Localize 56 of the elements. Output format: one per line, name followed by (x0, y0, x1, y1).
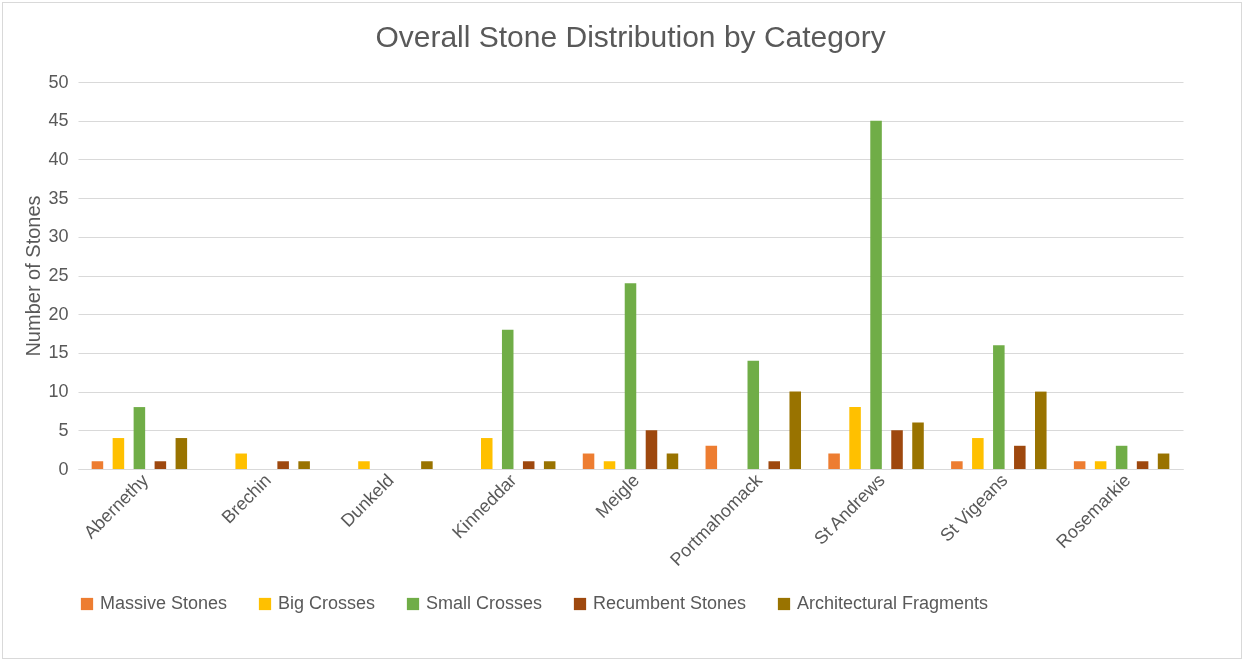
bar (972, 438, 984, 469)
bar (951, 461, 963, 469)
bar (543, 461, 556, 469)
bar (747, 360, 760, 469)
bar (993, 345, 1005, 469)
legend-label: Small Crosses (426, 593, 543, 613)
bar (828, 453, 840, 469)
bar (870, 120, 882, 469)
y-tick-label: 35 (48, 187, 69, 208)
bar (277, 461, 289, 469)
legend-label: Massive Stones (100, 593, 228, 613)
bar (849, 407, 861, 469)
bar (480, 438, 493, 469)
bar (1157, 453, 1170, 469)
bar (705, 445, 718, 469)
bar (645, 430, 658, 469)
bar (112, 438, 125, 469)
bar (891, 430, 903, 469)
legend-label: Recumbent Stones (593, 593, 747, 613)
bar (175, 438, 188, 469)
y-tick-label: 10 (48, 381, 69, 402)
legend-label: Big Crosses (278, 593, 376, 613)
y-tick-label: 20 (48, 303, 69, 324)
bar (358, 461, 370, 469)
bar (421, 461, 433, 469)
bar (624, 283, 637, 469)
bar (582, 453, 595, 469)
y-tick-label: 25 (48, 265, 69, 285)
y-tick-label: 30 (48, 226, 69, 247)
y-tick-label: 40 (48, 148, 69, 169)
bar (666, 453, 679, 469)
y-tick-label: 45 (48, 110, 69, 131)
bar (912, 422, 924, 469)
bar (298, 461, 310, 469)
bar (1035, 391, 1047, 469)
y-axis-title: Number of Stones (22, 195, 45, 357)
bar (154, 461, 167, 469)
legend-label: Architectural Fragments (797, 593, 989, 613)
bar (133, 407, 146, 469)
bar (768, 461, 781, 469)
bar (235, 453, 247, 469)
y-tick-label: 0 (58, 458, 69, 479)
bar (1094, 461, 1107, 469)
y-tick-label: 50 (48, 71, 69, 92)
bar (603, 461, 616, 469)
y-tick-label: 5 (58, 419, 69, 440)
bar (91, 461, 104, 469)
bar (522, 461, 535, 469)
bar (1073, 461, 1086, 469)
bar (1115, 445, 1128, 469)
bar (501, 329, 514, 469)
y-tick-label: 15 (48, 342, 69, 363)
bar (1014, 445, 1026, 469)
bar (789, 391, 802, 469)
chart-title: Overall Stone Distribution by Category (375, 20, 886, 53)
bar (1136, 461, 1149, 469)
